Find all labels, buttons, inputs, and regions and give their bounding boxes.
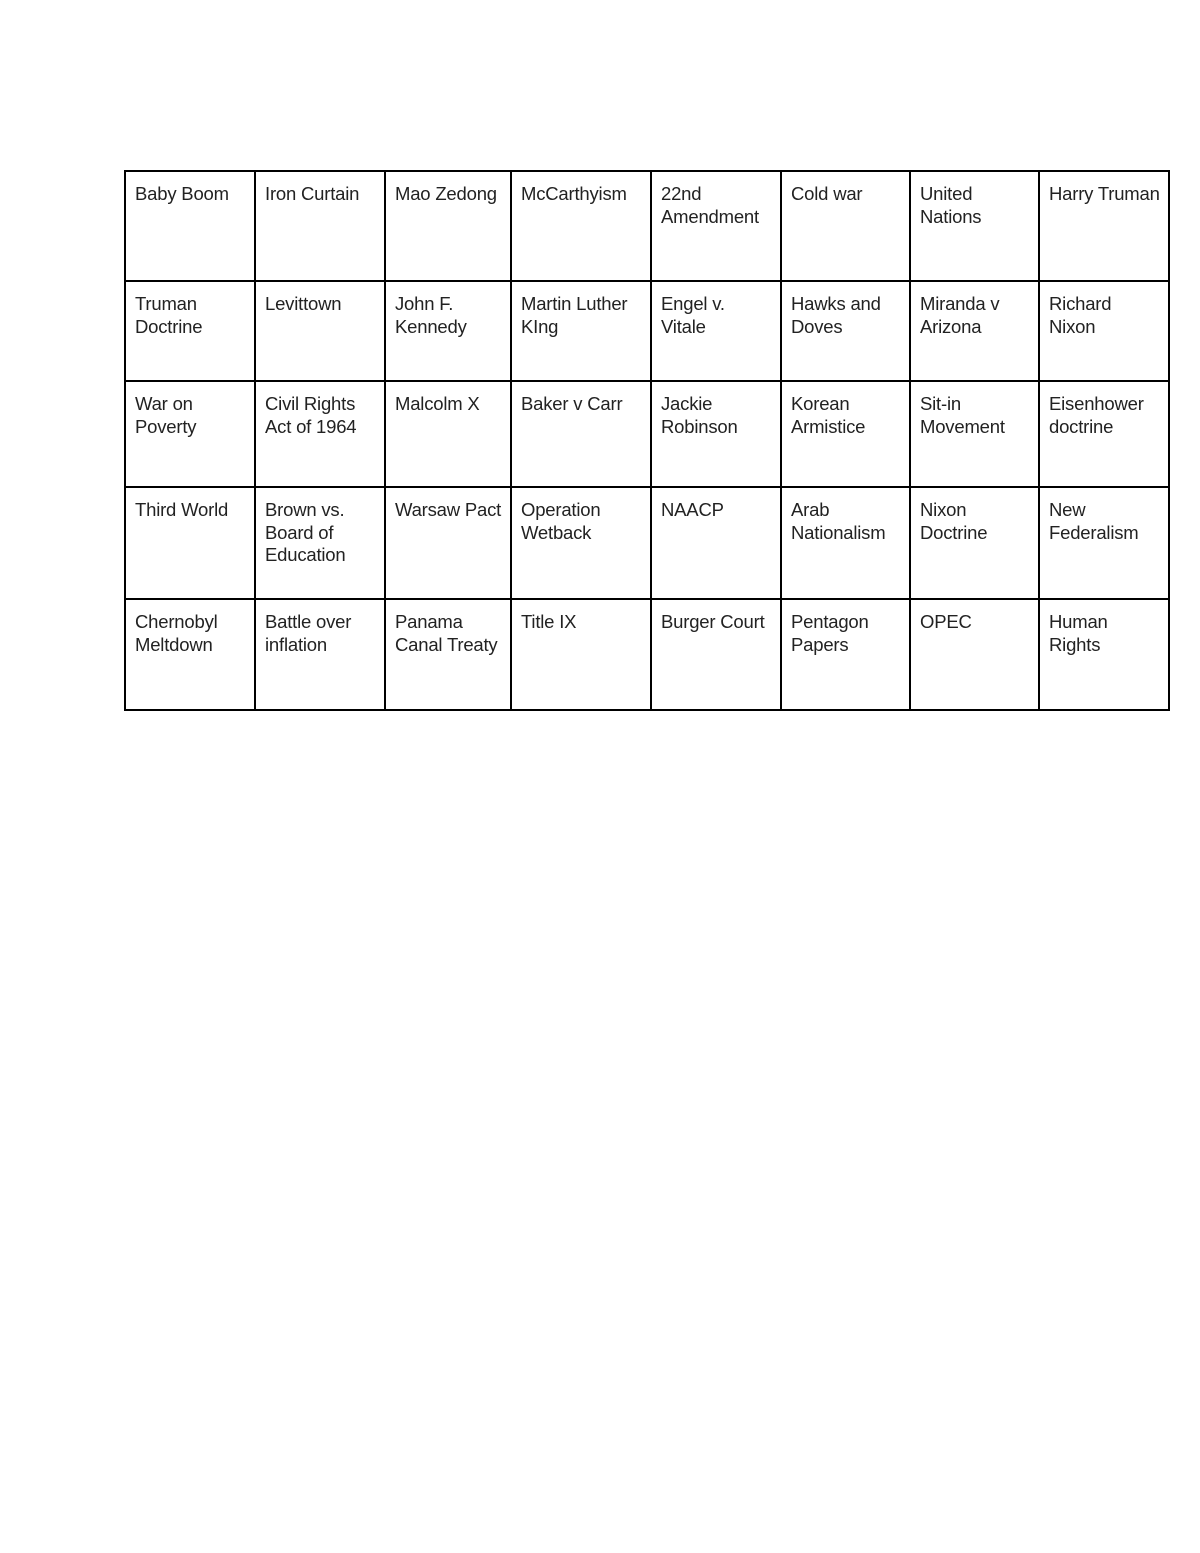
table-row: War on Poverty Civil Rights Act of 1964 Ma… <box>124 380 1170 488</box>
table-cell: Human Rights <box>1038 598 1170 711</box>
table-cell: Pentagon Papers <box>780 598 911 711</box>
table-row: Third World Brown vs. Board of Education W… <box>124 486 1170 600</box>
table-cell: Operation Wetback <box>510 486 652 600</box>
table-cell: Iron Curtain <box>254 170 386 282</box>
terms-table: Baby Boom Iron Curtain Mao Zedong McCarthyi… <box>124 170 1170 711</box>
table-cell: Nixon Doctrine <box>909 486 1040 600</box>
table-cell: 22nd Amendment <box>650 170 782 282</box>
table-cell: Warsaw Pact <box>384 486 512 600</box>
table-cell: Third World <box>124 486 256 600</box>
table-row: Chernobyl Meltdown Battle over inflation P… <box>124 598 1170 711</box>
table-cell: Hawks and Doves <box>780 280 911 382</box>
table-cell: Sit-in Movement <box>909 380 1040 488</box>
table-cell: NAACP <box>650 486 782 600</box>
table-cell: Title IX <box>510 598 652 711</box>
table-cell: Chernobyl Meltdown <box>124 598 256 711</box>
table-cell: United Nations <box>909 170 1040 282</box>
table-cell: Engel v. Vitale <box>650 280 782 382</box>
table-row: Baby Boom Iron Curtain Mao Zedong McCarthyi… <box>124 170 1170 282</box>
table-cell: Cold war <box>780 170 911 282</box>
table-cell: John F. Kennedy <box>384 280 512 382</box>
table-cell: Baby Boom <box>124 170 256 282</box>
table-cell: Harry Truman <box>1038 170 1170 282</box>
table-cell: New Federalism <box>1038 486 1170 600</box>
table-cell: Panama Canal Treaty <box>384 598 512 711</box>
table-cell: Miranda v Arizona <box>909 280 1040 382</box>
table-cell: Mao Zedong <box>384 170 512 282</box>
table-cell: OPEC <box>909 598 1040 711</box>
table-cell: Brown vs. Board of Education <box>254 486 386 600</box>
table-cell: Richard Nixon <box>1038 280 1170 382</box>
table-cell: Jackie Robinson <box>650 380 782 488</box>
table-cell: War on Poverty <box>124 380 256 488</box>
table-row: Truman Doctrine Levittown John F. Kennedy M… <box>124 280 1170 382</box>
table-cell: Martin Luther KIng <box>510 280 652 382</box>
table-cell: Korean Armistice <box>780 380 911 488</box>
table-cell: Eisenhower doctrine <box>1038 380 1170 488</box>
table-cell: Malcolm X <box>384 380 512 488</box>
table-cell: Levittown <box>254 280 386 382</box>
table-cell: Civil Rights Act of 1964 <box>254 380 386 488</box>
table-cell: Arab Nationalism <box>780 486 911 600</box>
table-cell: Truman Doctrine <box>124 280 256 382</box>
table-cell: Battle over inflation <box>254 598 386 711</box>
table-cell: McCarthyism <box>510 170 652 282</box>
table-cell: Baker v Carr <box>510 380 652 488</box>
table-cell: Burger Court <box>650 598 782 711</box>
